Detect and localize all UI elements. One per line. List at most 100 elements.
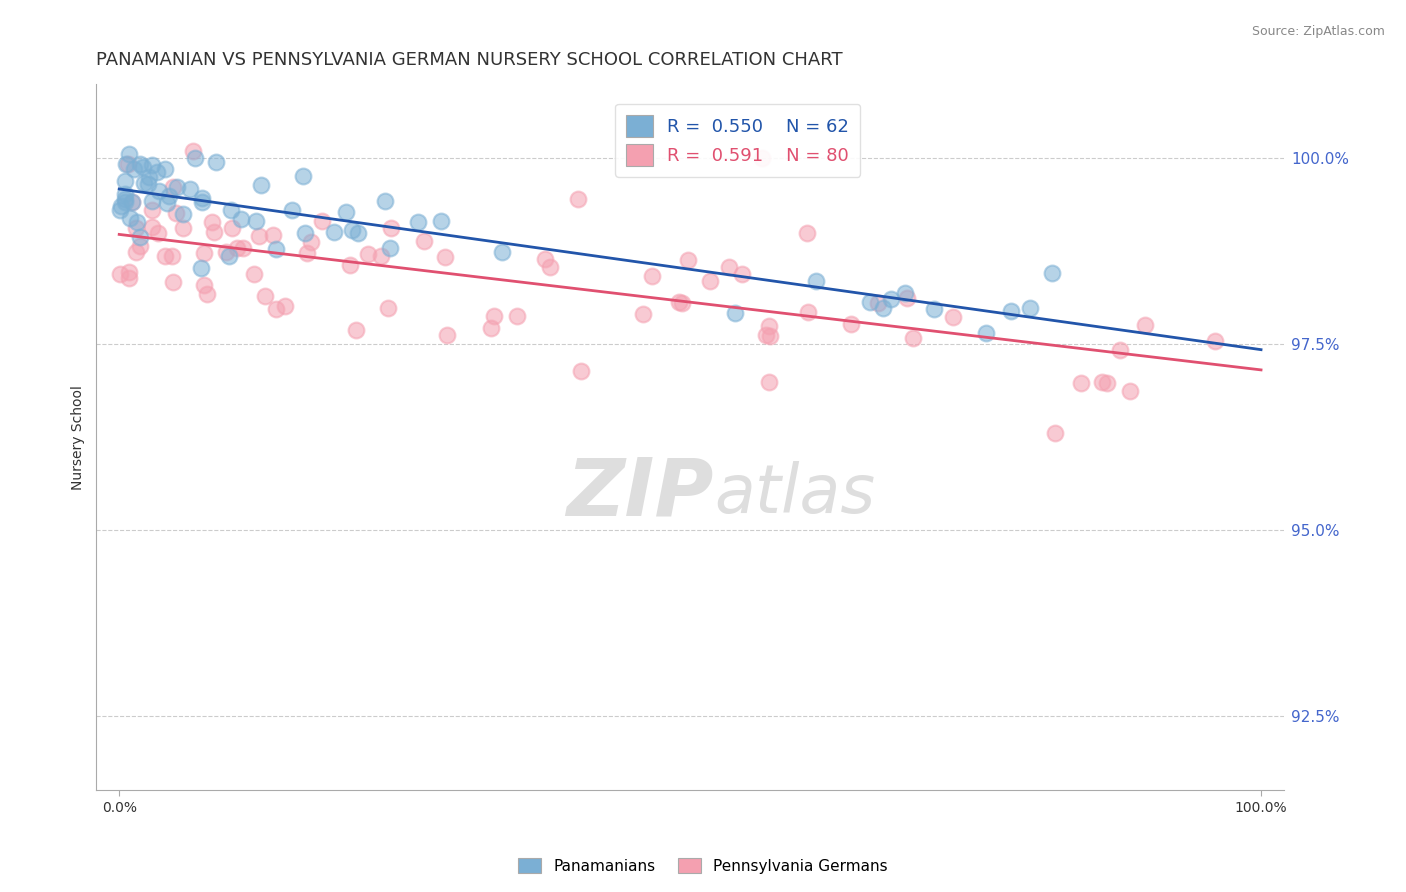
Point	[172, 221, 194, 235]
Point	[221, 220, 243, 235]
Point	[127, 215, 149, 229]
Point	[191, 191, 214, 205]
Text: ZIP: ZIP	[567, 455, 714, 533]
Point	[193, 246, 215, 260]
Point	[114, 173, 136, 187]
Point	[121, 194, 143, 209]
Point	[347, 226, 370, 240]
Point	[370, 249, 392, 263]
Point	[115, 157, 138, 171]
Point	[181, 144, 204, 158]
Point	[413, 234, 436, 248]
Point	[1091, 376, 1114, 390]
Point	[322, 225, 344, 239]
Point	[758, 318, 780, 333]
Point	[491, 244, 513, 259]
Point	[377, 301, 399, 315]
Point	[253, 288, 276, 302]
Point	[311, 214, 333, 228]
Point	[506, 309, 529, 323]
Y-axis label: Nursery School: Nursery School	[72, 384, 86, 490]
Point	[141, 203, 163, 218]
Point	[122, 162, 145, 177]
Point	[134, 176, 156, 190]
Point	[1109, 343, 1132, 357]
Point	[922, 301, 945, 316]
Point	[291, 169, 314, 183]
Point	[118, 270, 141, 285]
Point	[156, 195, 179, 210]
Point	[125, 221, 148, 235]
Point	[132, 161, 155, 175]
Point	[668, 295, 690, 310]
Point	[183, 151, 205, 165]
Point	[482, 309, 505, 323]
Point	[839, 317, 862, 331]
Point	[380, 220, 402, 235]
Point	[357, 246, 380, 260]
Point	[294, 226, 316, 240]
Point	[264, 242, 287, 256]
Point	[118, 211, 141, 226]
Point	[641, 268, 664, 283]
Point	[162, 275, 184, 289]
Point	[896, 291, 918, 305]
Point	[179, 182, 201, 196]
Point	[676, 253, 699, 268]
Point	[1043, 425, 1066, 440]
Point	[108, 203, 131, 218]
Point	[299, 235, 322, 249]
Point	[191, 194, 214, 209]
Point	[699, 274, 721, 288]
Legend: R =  0.550    N = 62, R =  0.591    N = 80: R = 0.550 N = 62, R = 0.591 N = 80	[614, 103, 860, 177]
Point	[129, 239, 152, 253]
Point	[538, 260, 561, 275]
Point	[245, 214, 267, 228]
Point	[724, 306, 747, 320]
Point	[1204, 334, 1226, 348]
Point	[231, 212, 253, 227]
Point	[201, 215, 224, 229]
Point	[281, 203, 304, 218]
Point	[893, 285, 915, 300]
Point	[250, 178, 273, 192]
Point	[374, 194, 396, 208]
Text: atlas: atlas	[714, 460, 875, 526]
Point	[117, 156, 139, 170]
Point	[205, 155, 228, 169]
Point	[232, 241, 254, 255]
Point	[1097, 376, 1119, 390]
Text: PANAMANIAN VS PENNSYLVANIA GERMAN NURSERY SCHOOL CORRELATION CHART: PANAMANIAN VS PENNSYLVANIA GERMAN NURSER…	[97, 51, 844, 69]
Point	[190, 260, 212, 275]
Point	[153, 249, 176, 263]
Point	[114, 186, 136, 201]
Point	[631, 308, 654, 322]
Point	[1135, 318, 1157, 332]
Point	[1070, 376, 1092, 390]
Point	[146, 227, 169, 241]
Point	[162, 180, 184, 194]
Point	[114, 192, 136, 206]
Point	[378, 241, 401, 255]
Point	[264, 302, 287, 317]
Point	[859, 294, 882, 309]
Point	[751, 151, 773, 165]
Point	[755, 328, 778, 343]
Point	[195, 287, 218, 301]
Point	[118, 265, 141, 279]
Point	[202, 225, 225, 239]
Point	[153, 161, 176, 176]
Point	[274, 299, 297, 313]
Point	[797, 305, 820, 319]
Point	[717, 260, 740, 274]
Point	[731, 267, 754, 281]
Point	[110, 267, 132, 281]
Point	[218, 249, 240, 263]
Point	[162, 249, 184, 263]
Point	[141, 220, 163, 235]
Point	[128, 157, 150, 171]
Point	[880, 292, 903, 306]
Point	[121, 195, 143, 210]
Point	[141, 194, 163, 208]
Legend: Panamanians, Pennsylvania Germans: Panamanians, Pennsylvania Germans	[512, 852, 894, 880]
